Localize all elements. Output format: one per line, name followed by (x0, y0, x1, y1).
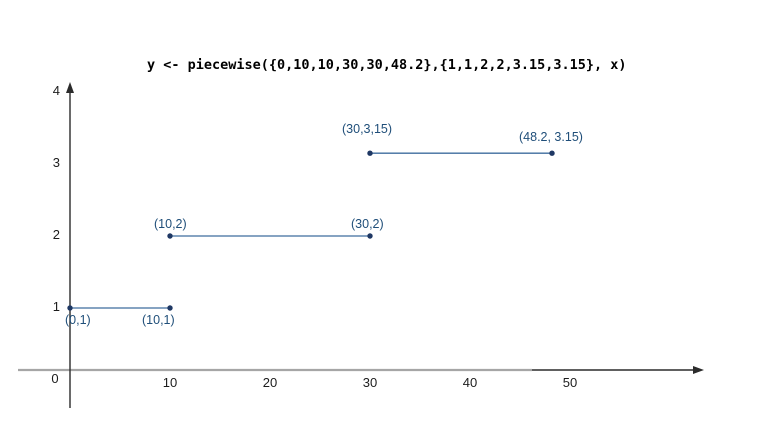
x-tick-label: 20 (262, 375, 278, 390)
point-label: (48.2, 3.15) (519, 130, 583, 145)
x-tick-label: 50 (562, 375, 578, 390)
y-tick-label: 2 (52, 227, 60, 242)
data-point (367, 233, 373, 239)
x-tick-label: 0 (51, 371, 59, 386)
x-tick-label: 40 (462, 375, 478, 390)
data-point (549, 150, 555, 156)
x-axis-arrow-icon (693, 366, 704, 374)
y-axis-arrow-icon (66, 82, 74, 93)
y-tick-label: 1 (52, 299, 60, 314)
data-point (67, 305, 73, 311)
data-point (167, 305, 173, 311)
x-tick-label: 10 (162, 375, 178, 390)
point-label: (10,1) (142, 313, 175, 327)
x-tick-label: 30 (362, 375, 378, 390)
data-point (367, 150, 373, 156)
y-tick-label: 3 (52, 155, 60, 170)
point-label: (10,2) (154, 217, 187, 231)
data-point (167, 233, 173, 239)
chart-title: y <- piecewise({0,10,10,30,30,48.2},{1,1… (147, 57, 627, 73)
y-tick-label: 4 (52, 83, 60, 98)
point-label: (30,2) (351, 217, 384, 231)
point-label: (30,3,15) (342, 122, 393, 137)
point-label: (0,1) (65, 313, 91, 327)
